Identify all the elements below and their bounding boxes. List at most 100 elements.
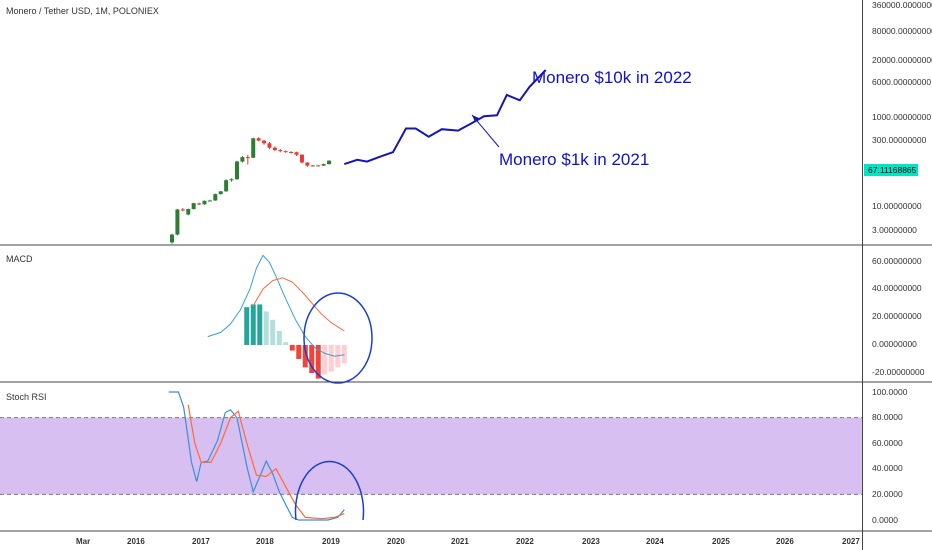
macd-histogram-bar	[283, 342, 289, 345]
time-tick-label: 2024	[646, 537, 664, 546]
time-tick-label: 2021	[451, 537, 469, 546]
macd-signal-line	[252, 277, 345, 332]
time-tick-label: 2020	[387, 537, 405, 546]
candle-body	[256, 138, 261, 141]
time-axis[interactable]: Mar 2016 2017 2018 2019 2020 2021 2022 2…	[76, 537, 860, 546]
macd-histogram-bar	[270, 319, 276, 345]
candle-body	[170, 234, 174, 243]
candle-body	[207, 200, 212, 202]
macd-histogram-bar	[302, 345, 308, 368]
candle-body	[262, 140, 267, 144]
annotation-arrow[interactable]	[471, 114, 500, 148]
candle-body	[310, 165, 315, 167]
arrow-head	[472, 115, 479, 122]
stoch-highlight-circle[interactable]	[294, 460, 365, 521]
candle-body	[224, 180, 229, 192]
time-tick-label: 2022	[516, 537, 534, 546]
candle-body	[186, 209, 191, 215]
candle-body	[240, 157, 245, 162]
price-tick-label: 20000.00000000	[872, 55, 932, 65]
candle-body	[218, 191, 223, 195]
macd-tick-label: 0.00000000	[872, 339, 917, 349]
macd-tick-label: 60.00000000	[872, 256, 922, 266]
time-tick-label: 2027	[842, 537, 860, 546]
price-tick-label: 1000.00000000	[872, 112, 931, 122]
price-candles	[170, 137, 332, 244]
annotation-10k-2022[interactable]: Monero $10k in 2022	[532, 68, 692, 87]
stoch-overbought-oversold-band	[0, 417, 862, 495]
time-tick-label: 2023	[582, 537, 600, 546]
current-price-badge	[864, 164, 918, 176]
macd-histogram-bar	[257, 304, 263, 345]
price-tick-label: 6000.00000000	[872, 77, 931, 87]
candle-body	[191, 203, 196, 210]
stoch-tick-label: 100.0000	[872, 387, 908, 397]
candle-body	[245, 157, 250, 159]
stoch-k-line	[168, 391, 345, 521]
chart-title: Monero / Tether USD, 1M, POLONIEX	[6, 6, 159, 16]
price-tick-label: 360000.00000000	[872, 0, 932, 10]
candle-body	[175, 209, 180, 235]
stoch-tick-label: 0.0000	[872, 515, 898, 525]
time-tick-label: Mar	[76, 537, 90, 546]
time-tick-label: 2016	[127, 537, 145, 546]
candle-body	[289, 152, 294, 154]
candle-body	[305, 162, 310, 166]
time-tick-label: 2018	[256, 537, 274, 546]
candle-body	[197, 203, 202, 205]
macd-histogram-bar	[315, 345, 321, 379]
macd-histogram-bar	[244, 307, 250, 345]
price-tick-label: 300.00000000	[872, 135, 927, 145]
macd-histogram-bar	[250, 304, 256, 345]
time-tick-label: 2026	[776, 537, 794, 546]
candle-body	[267, 143, 272, 148]
current-price-value: 67.11168865	[868, 165, 917, 175]
macd-tick-label: 20.00000000	[872, 311, 922, 321]
candle-body	[180, 209, 185, 211]
price-tick-label: 10.00000000	[872, 201, 922, 211]
macd-histogram-bar	[263, 311, 269, 345]
annotation-1k-2021[interactable]: Monero $1k in 2021	[499, 150, 649, 169]
macd-histogram-bar	[296, 345, 302, 359]
candle-body	[299, 154, 304, 163]
macd-histogram-bar	[341, 345, 347, 364]
macd-pane-title: MACD	[6, 254, 33, 264]
macd-histogram-bar	[276, 331, 282, 345]
macd-histogram	[244, 304, 347, 379]
macd-tick-label: 40.00000000	[872, 283, 922, 293]
candle-body	[316, 165, 321, 167]
time-tick-label: 2019	[322, 537, 340, 546]
candle-body	[202, 200, 207, 205]
candle-body	[321, 164, 326, 166]
price-axis[interactable]: 360000.00000000 80000.00000000 20000.000…	[872, 0, 932, 235]
macd-axis[interactable]: 60.00000000 40.00000000 20.00000000 0.00…	[872, 256, 925, 377]
time-tick-label: 2025	[712, 537, 730, 546]
macd-histogram-bar	[322, 345, 328, 375]
stoch-tick-label: 20.0000	[872, 489, 903, 499]
stoch-d-line	[187, 404, 345, 520]
price-projection-line	[343, 69, 547, 166]
price-tick-label: 80000.00000000	[872, 26, 932, 36]
macd-highlight-circle[interactable]	[303, 292, 373, 384]
candle-body	[278, 150, 283, 152]
stoch-pane-title: Stoch RSI	[6, 392, 47, 402]
candle-body	[251, 138, 256, 158]
candle-body	[327, 160, 332, 165]
macd-histogram-bar	[309, 345, 315, 373]
macd-line	[207, 254, 345, 357]
macd-histogram-bar	[328, 345, 334, 372]
stoch-tick-label: 40.0000	[872, 463, 903, 473]
candle-body	[234, 161, 239, 180]
time-tick-label: 2017	[192, 537, 210, 546]
price-tick-label: 3.00000000	[872, 225, 917, 235]
current-price-marker: 67.11168865	[864, 164, 918, 176]
candle-body	[229, 179, 234, 181]
candle-body	[272, 147, 277, 151]
stoch-tick-label: 80.0000	[872, 412, 903, 422]
stoch-axis[interactable]: 100.0000 80.0000 60.0000 40.0000 20.0000…	[872, 387, 908, 525]
candle-body	[283, 151, 288, 153]
macd-tick-label: -20.00000000	[872, 367, 925, 377]
stoch-tick-label: 60.0000	[872, 438, 903, 448]
candle-body	[294, 152, 299, 155]
